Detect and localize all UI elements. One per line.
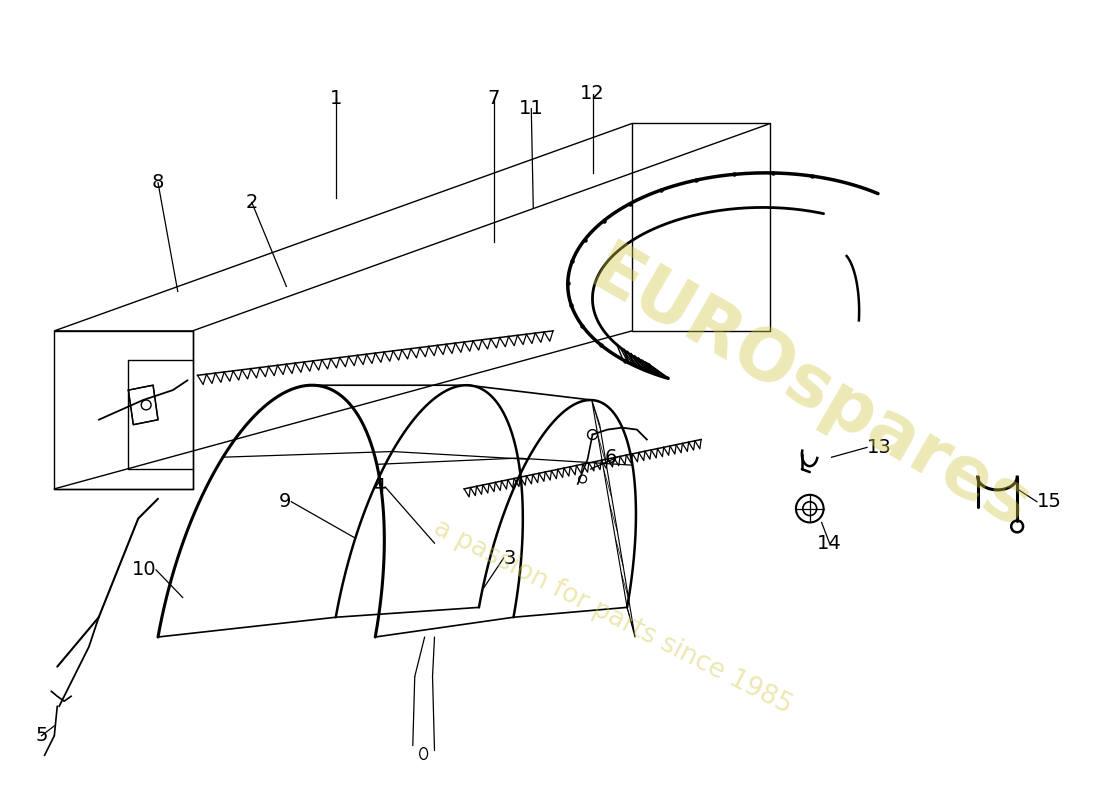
Text: 14: 14 bbox=[817, 534, 842, 553]
Text: 11: 11 bbox=[519, 99, 543, 118]
Text: 4: 4 bbox=[373, 478, 385, 497]
Text: a passion for parts since 1985: a passion for parts since 1985 bbox=[429, 515, 796, 719]
Text: EUROspares: EUROspares bbox=[578, 236, 1042, 544]
Text: 2: 2 bbox=[245, 193, 258, 212]
Text: 12: 12 bbox=[580, 84, 605, 103]
Text: 15: 15 bbox=[1037, 492, 1062, 511]
Text: 8: 8 bbox=[152, 174, 164, 192]
Text: 1: 1 bbox=[330, 90, 342, 108]
Polygon shape bbox=[592, 400, 635, 637]
Text: 6: 6 bbox=[605, 448, 617, 466]
Text: 3: 3 bbox=[504, 549, 516, 567]
Polygon shape bbox=[129, 385, 158, 425]
Text: 10: 10 bbox=[131, 560, 156, 579]
Text: 7: 7 bbox=[487, 90, 499, 108]
Circle shape bbox=[796, 495, 824, 522]
Text: 9: 9 bbox=[279, 492, 292, 511]
Text: 13: 13 bbox=[867, 438, 892, 457]
Text: 5: 5 bbox=[35, 726, 47, 746]
